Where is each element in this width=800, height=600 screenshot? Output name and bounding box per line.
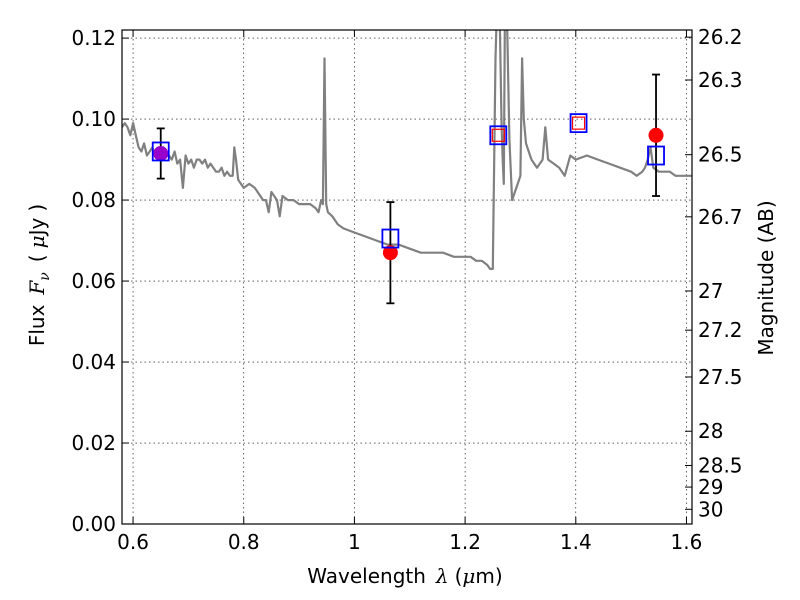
y-tick-label: 0.02 [71,431,116,455]
model-point [489,125,508,146]
upper-limit-marker [491,128,505,142]
y-tick-label: 0.10 [71,107,116,131]
model-spectrum-line [122,30,692,270]
y-tick-label: 0.12 [71,26,116,50]
model-point [647,145,665,166]
x-tick-label: 1.6 [671,530,703,554]
ticks-group: 0.6 0.8 1 1.2 1.4 1.6 0.00 0.02 0.04 0.06 0.08 0.10… [71,25,742,554]
magnitude-tick-label: 26.2 [698,25,743,49]
x-tick-label: 1 [348,530,361,554]
model-spectrum-group [122,30,692,270]
model-point [569,113,588,134]
magnitude-tick-label: 27.2 [698,318,743,342]
model-point [151,141,170,162]
x-tick-label: 0.8 [228,530,260,554]
y-tick-label: 0.04 [71,350,116,374]
magnitude-tick-label: 26.3 [698,68,743,92]
y-tick-label: 0.06 [71,269,116,293]
observed-point [382,245,398,261]
magnitude-axis-label: Magnitude (AB) [754,200,778,355]
markers-group [151,73,665,305]
x-tick-label: 0.6 [117,530,149,554]
magnitude-tick-label: 26.7 [698,205,743,229]
x-axis-label: Wavelength λ (μm) [307,564,502,588]
model-point [381,228,400,249]
y-axis-label: FluxFν(μJy) [25,204,53,346]
magnitude-tick-label: 30 [698,497,723,521]
magnitude-tick-label: 28 [698,419,723,443]
x-tick-label: 1.4 [560,530,592,554]
magnitude-tick-label: 28.5 [698,453,743,477]
upper-limit-marker [571,116,586,130]
magnitude-tick-label: 27.5 [698,365,743,389]
y-tick-label: 0.08 [71,188,116,212]
magnitude-tick-label: 29 [698,475,723,499]
observed-point [153,146,169,161]
x-tick-label: 1.2 [449,530,481,554]
magnitude-tick-label: 27 [698,279,723,303]
y-tick-label: 0.00 [71,512,116,536]
plot-frame [121,29,693,525]
observed-point [648,127,664,143]
magnitude-tick-label: 26.5 [698,143,743,167]
